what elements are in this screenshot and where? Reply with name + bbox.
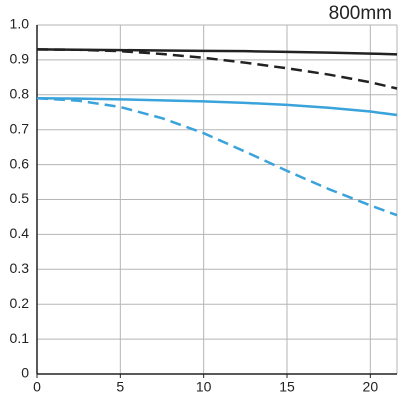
y-tick-label: 0.4 [10, 225, 30, 241]
y-tick-label: 1.0 [10, 16, 30, 32]
y-tick-label: 0.6 [10, 155, 30, 171]
series-line [36, 48, 398, 90]
x-tick-label: 0 [33, 379, 41, 395]
x-tick-label: 15 [279, 379, 295, 395]
y-tick-label: 0 [21, 365, 29, 381]
series-line [36, 97, 398, 117]
x-tick-label: 10 [196, 379, 212, 395]
y-tick-label: 0.7 [10, 120, 30, 136]
y-tick-label: 0.9 [10, 51, 30, 67]
y-tick-label: 0.1 [10, 330, 30, 346]
series-line [36, 97, 398, 217]
chart-title: 800mm [329, 3, 392, 24]
y-tick-label: 0.5 [10, 190, 30, 206]
y-tick-label: 0.8 [10, 86, 30, 102]
series-line [36, 48, 398, 56]
y-tick-label: 0.2 [10, 295, 30, 311]
x-tick-label: 20 [363, 379, 379, 395]
y-tick-label: 0.3 [10, 260, 30, 276]
x-tick-label: 5 [116, 379, 124, 395]
